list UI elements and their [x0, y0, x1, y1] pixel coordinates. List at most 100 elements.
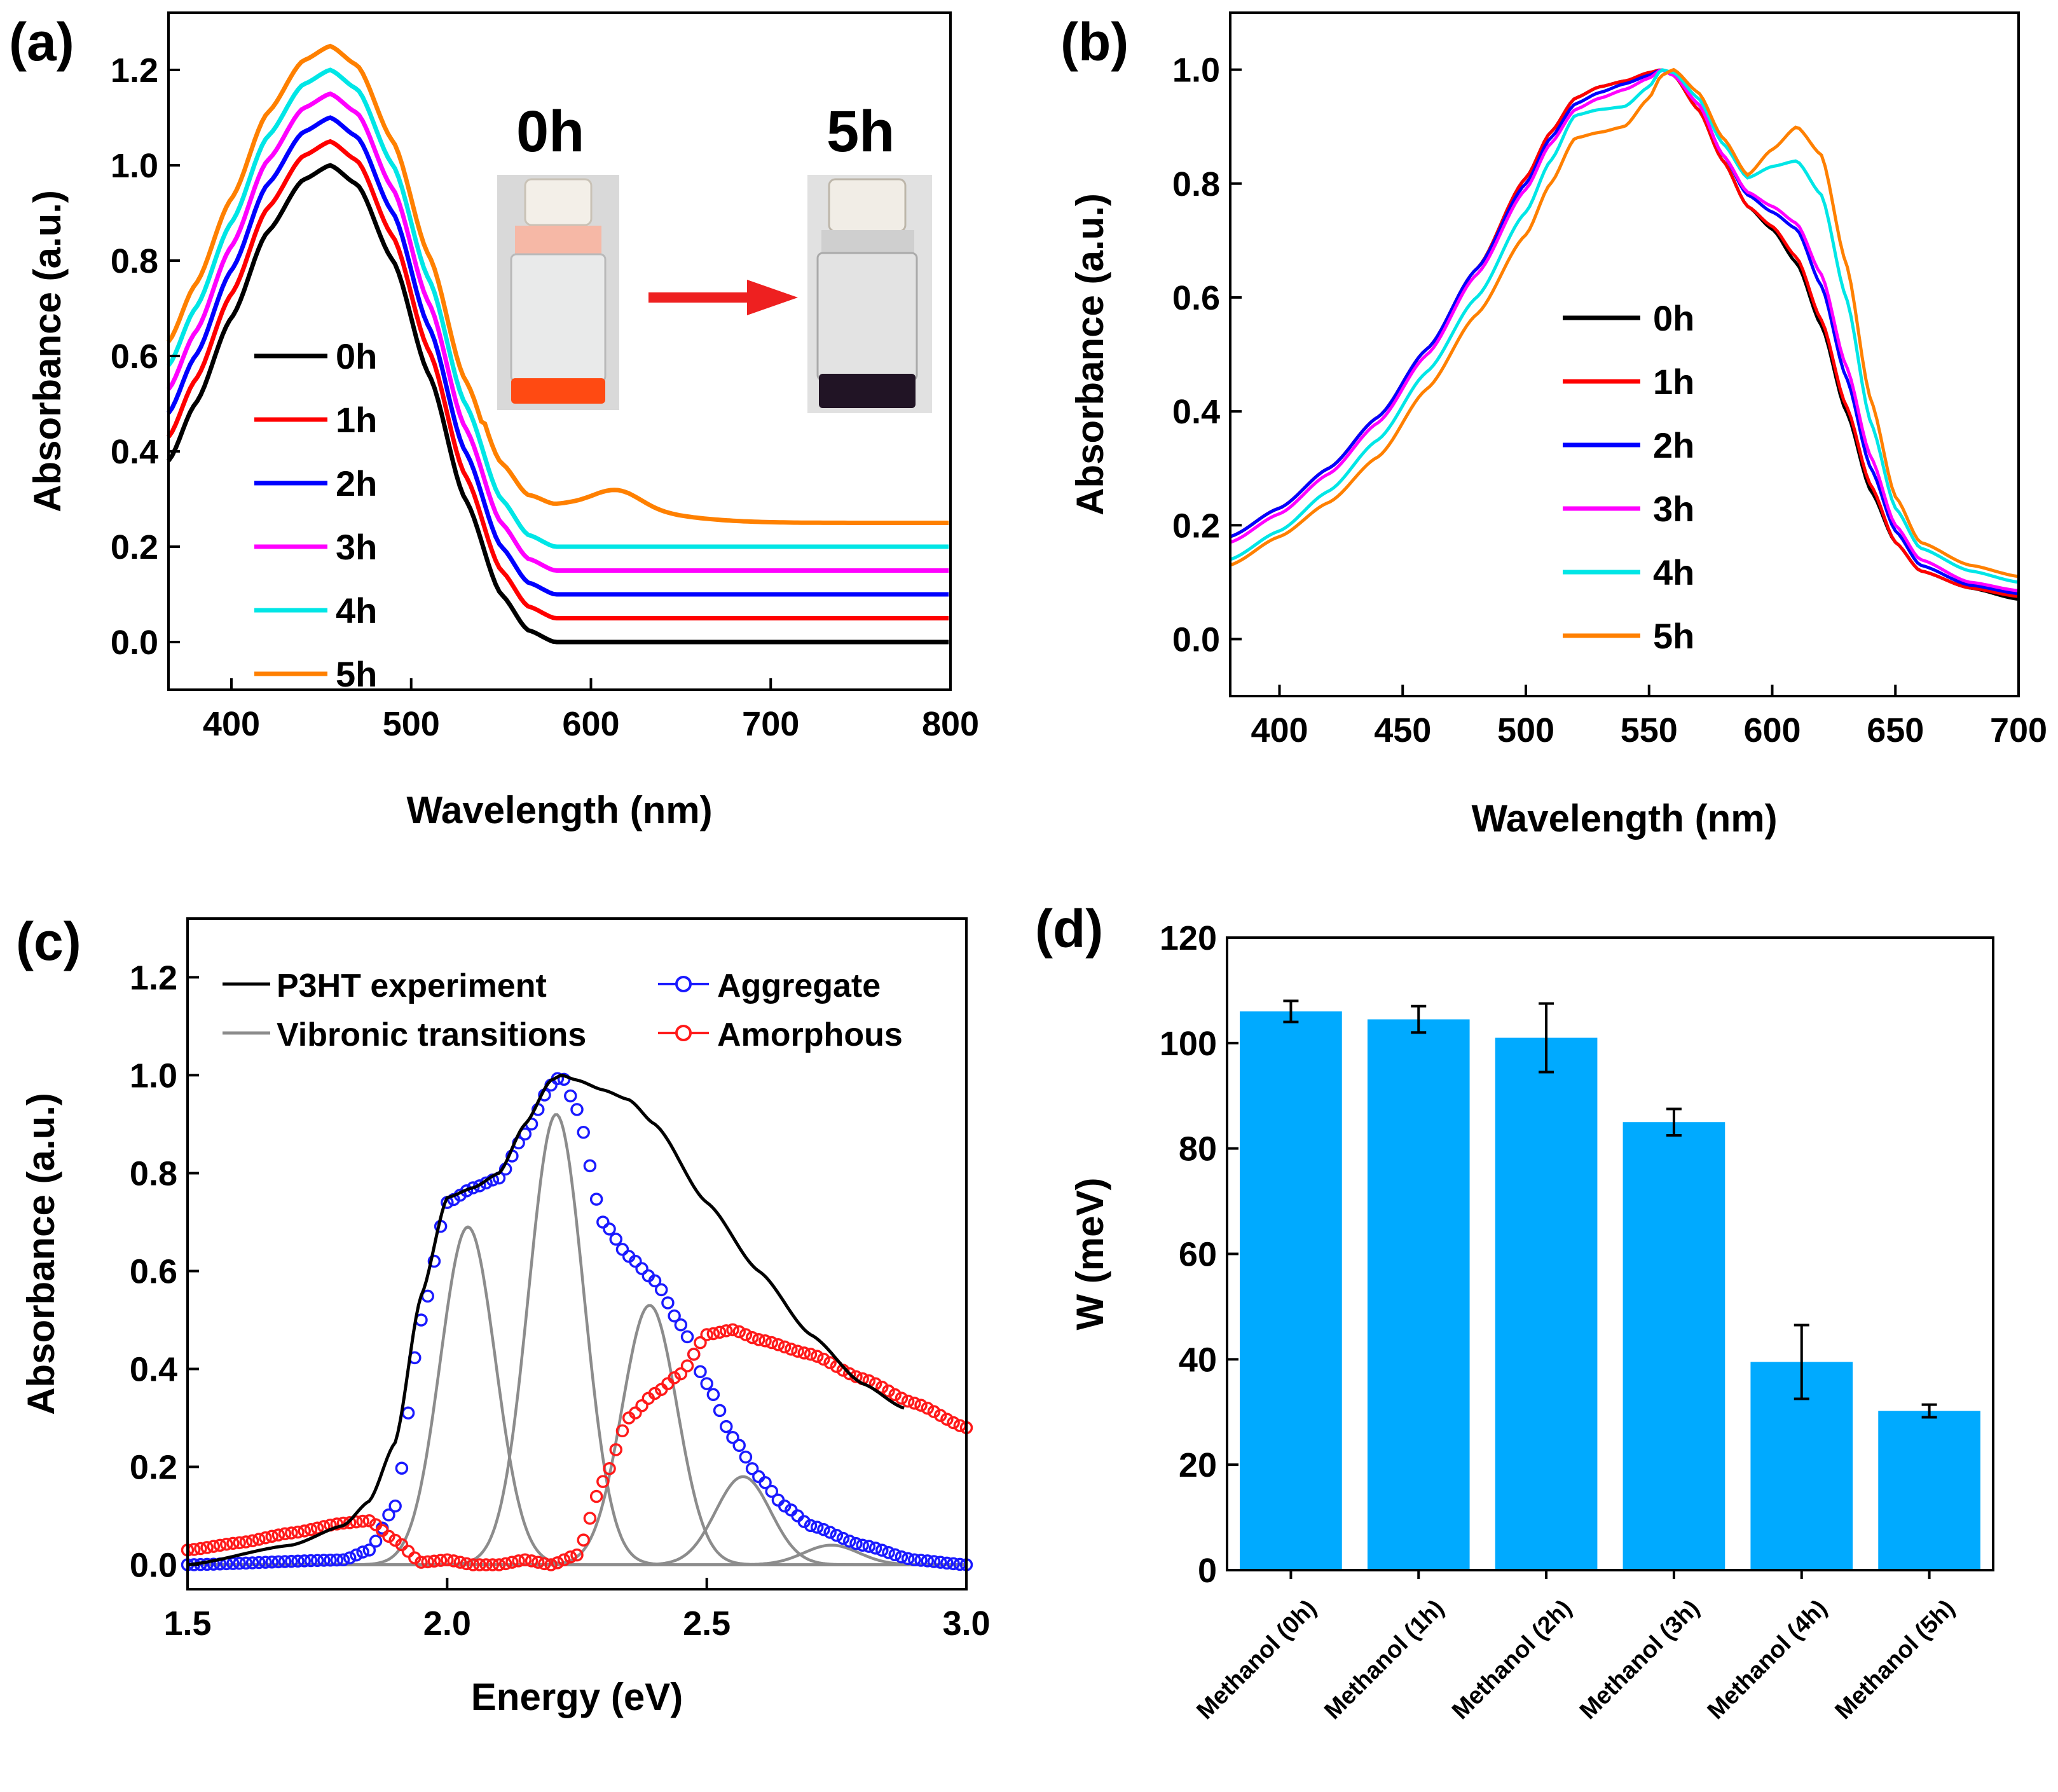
category-label-5: Methanol (5h) [1830, 1595, 1960, 1725]
aggregate-point [694, 1365, 707, 1379]
panel-b-xtick-label: 600 [1743, 711, 1801, 749]
legend-label-amorphous: Amorphous [717, 1016, 903, 1053]
aggregate-point [713, 1404, 727, 1418]
aggregate-point [706, 1388, 720, 1402]
amorphous-point [882, 1384, 895, 1398]
legend-label-4h: 4h [1653, 552, 1694, 592]
legend-label-3h: 3h [1653, 489, 1694, 529]
panel-b-chart: 400 450 500 550 600 650 700 0.0 0.2 0.4 0.6 0.8 1.0 W… [1069, 11, 2047, 840]
aggregate-point [720, 1419, 733, 1433]
legend-label-aggregate: Aggregate [717, 968, 881, 1004]
panel-b-xtick-label: 550 [1621, 711, 1678, 749]
amorphous-point [362, 1514, 376, 1528]
amorphous-point [564, 1550, 577, 1564]
vial-inset: 0h 5h [497, 99, 932, 413]
panel-d-ytick-label: 0 [1198, 1552, 1217, 1590]
panel-a-frame [167, 11, 952, 691]
amorphous-point [694, 1336, 707, 1350]
amorphous-point [245, 1534, 259, 1547]
series-line-3h [167, 91, 949, 573]
legend-label-2h: 2h [336, 463, 377, 503]
aggregate-point [310, 1554, 324, 1567]
aggregate-point [570, 1103, 584, 1116]
panel-c-chart: 1.5 2.0 2.5 3.0 0.0 0.2 0.4 0.6 0.8 1.0 1.2 Energy … [20, 917, 991, 1718]
panel-label-c: (c) [16, 912, 81, 971]
legend-label-0h: 0h [336, 336, 377, 376]
panel-c-ytick-label: 0.0 [130, 1546, 177, 1584]
amorphous-point [466, 1558, 480, 1571]
aggregate-point [875, 1543, 889, 1557]
aggregate-point [882, 1545, 895, 1559]
series-line-5h [1230, 67, 2018, 578]
amorphous-point [732, 1325, 746, 1339]
category-label-2: Methanol (2h) [1447, 1595, 1577, 1725]
aggregate-point [259, 1556, 272, 1569]
amorphous-point [233, 1536, 246, 1550]
aggregate-point [843, 1535, 856, 1548]
aggregate-point [596, 1215, 610, 1229]
amorphous-point [401, 1545, 415, 1558]
aggregate-point [668, 1309, 681, 1323]
aggregate-point [369, 1535, 383, 1548]
vial-dark-image [807, 175, 932, 413]
aggregate-point [609, 1233, 622, 1246]
panel-c-xtick-label: 2.5 [683, 1604, 731, 1643]
panel-b-ytick-label: 0.0 [1172, 620, 1220, 659]
aggregate-point [908, 1553, 921, 1567]
bar-0 [1240, 1011, 1342, 1570]
legend-label-1h: 1h [1653, 362, 1694, 402]
panel-d-ytick-label: 100 [1160, 1025, 1217, 1063]
aggregate-point [603, 1222, 616, 1236]
bar-1 [1367, 1019, 1470, 1570]
aggregate-point [771, 1493, 785, 1507]
amorphous-point [200, 1541, 214, 1554]
panel-a-ytick-label: 0.2 [111, 528, 158, 566]
x-axis-title: Wavelength (nm) [406, 789, 712, 831]
amorphous-point [927, 1405, 941, 1418]
amorphous-point [700, 1328, 713, 1341]
panel-b-ytick-label: 1.0 [1172, 51, 1220, 90]
panel-b-xtick-label: 650 [1867, 711, 1924, 749]
panel-b-xtick-label: 700 [1990, 711, 2047, 749]
amorphous-point [635, 1399, 648, 1412]
amorphous-point [609, 1443, 622, 1456]
amorphous-point [745, 1330, 759, 1344]
panel-a-chart: 400 500 600 700 800 0.0 0.2 0.4 0.6 0.8 1.0 1.2 Wave… [26, 11, 979, 831]
aggregate-point [810, 1521, 824, 1534]
legend-label-vibronic: Vibronic transitions [277, 1016, 586, 1053]
aggregate-point [291, 1554, 305, 1568]
amorphous-point [888, 1388, 902, 1402]
amorphous-point [453, 1556, 467, 1569]
amorphous-point [895, 1392, 909, 1405]
panel-d-ytick-label: 120 [1160, 919, 1217, 957]
aggregate-point [401, 1406, 415, 1420]
panel-a-xtick-label: 500 [383, 705, 440, 743]
aggregate-point [343, 1551, 357, 1564]
category-label-3: Methanol (3h) [1575, 1595, 1705, 1725]
panel-b-ytick-label: 0.8 [1172, 165, 1220, 203]
legend-label-0h: 0h [1653, 298, 1694, 338]
series-line-1h [1230, 68, 2018, 598]
amorphous-point [687, 1348, 701, 1361]
amorphous-point [551, 1556, 565, 1570]
amorphous-point [947, 1416, 960, 1430]
legend-label-5h: 5h [1653, 616, 1694, 656]
aggregate-point [862, 1540, 876, 1553]
amorphous-point [570, 1548, 584, 1562]
aggregate-point [933, 1556, 947, 1569]
experiment-line [187, 1073, 905, 1566]
amorphous-point [271, 1528, 285, 1542]
series-line-5h [167, 43, 949, 525]
amorphous-point [726, 1323, 739, 1337]
legend-marker-aggregate [675, 976, 692, 992]
legend-label-5h: 5h [336, 654, 377, 694]
amorphous-point [615, 1424, 629, 1438]
amorphous-point [797, 1346, 811, 1360]
aggregate-point [388, 1499, 402, 1513]
series-line-0h [1230, 68, 2018, 601]
panel-c-ytick-label: 0.2 [130, 1448, 177, 1486]
amorphous-point [486, 1558, 500, 1571]
amorphous-point [875, 1380, 889, 1394]
amorphous-point [674, 1367, 688, 1381]
aggregate-point [564, 1089, 577, 1103]
